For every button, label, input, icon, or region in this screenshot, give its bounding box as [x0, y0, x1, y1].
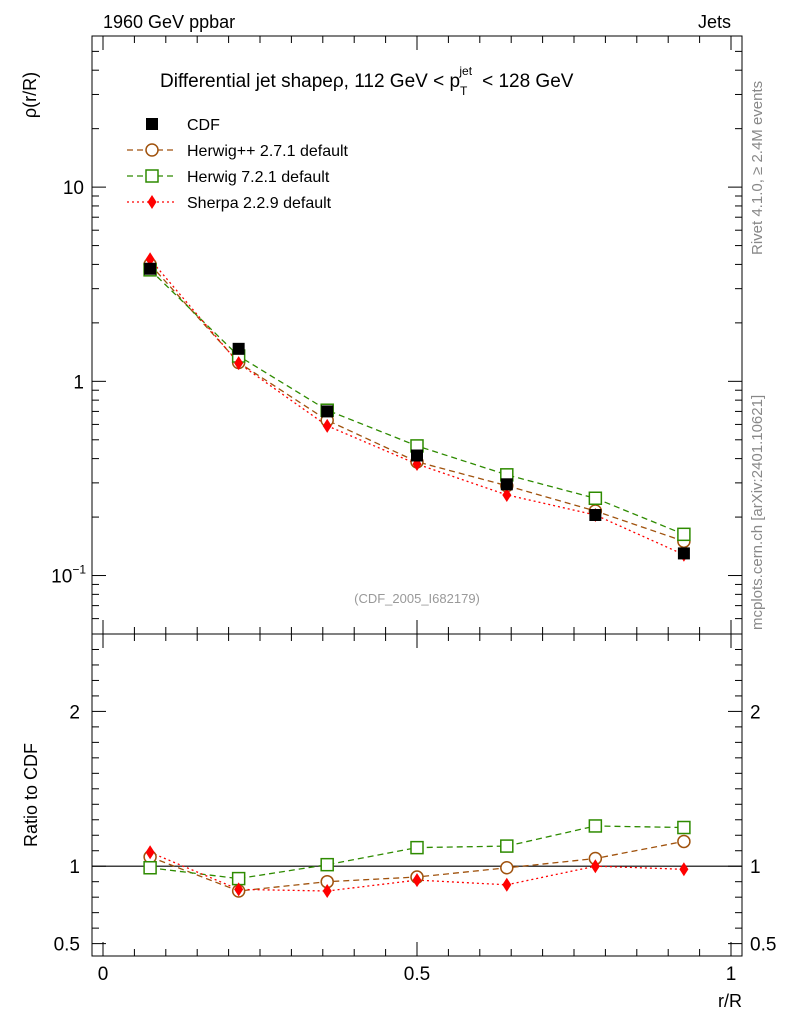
ratio-ytick-label-right: 1 — [750, 857, 761, 878]
ratio-point-1 — [677, 820, 691, 835]
main-point-0 — [500, 478, 513, 491]
ratio-point-0 — [500, 861, 514, 875]
title-end-text: < 128 GeV — [482, 71, 574, 92]
ratio-point-2 — [322, 883, 332, 898]
xtick-label: 0 — [98, 964, 109, 985]
ratio-point-2 — [502, 877, 512, 892]
legend-marker-1 — [145, 143, 159, 157]
ratio-ytick-label: 1 — [69, 857, 80, 878]
ratio-point-2 — [412, 873, 422, 888]
main-point-3 — [322, 418, 332, 433]
header-left: 1960 GeV ppbar — [103, 12, 235, 32]
main-ylabel: ρ(r/R) — [20, 72, 40, 118]
main-point-0 — [589, 508, 602, 521]
main-line-3 — [149, 258, 685, 556]
main-point-2 — [588, 491, 603, 506]
main-point-3 — [234, 356, 244, 371]
main-title: Differential jet shapeρ, 112 GeV < pTjet… — [160, 64, 574, 98]
ratio-point-1 — [500, 839, 514, 853]
legend-label-2: Herwig 7.2.1 default — [187, 169, 330, 186]
main-ytick-label: 10 — [63, 178, 84, 199]
main-ytick-label: 1 — [73, 372, 84, 393]
xtick-label: 0.5 — [404, 964, 430, 985]
ratio-point-2 — [679, 862, 689, 877]
main-point-3 — [502, 487, 512, 502]
legend-marker-3 — [147, 195, 157, 209]
main-ytick-label-base: 10 — [51, 567, 72, 588]
legend-label-1: Herwig++ 2.7.1 default — [187, 143, 349, 160]
xtick-label: 1 — [726, 964, 737, 985]
ratio-plot-frame — [91, 633, 743, 957]
ratio-ylabel: Ratio to CDF — [21, 743, 41, 847]
ratio-ytick-label: 2 — [69, 702, 80, 723]
title-subscript: T — [460, 84, 468, 98]
analysis-tag: (CDF_2005_I682179) — [354, 591, 480, 606]
main-point-0 — [677, 547, 690, 560]
main-ytick-label-exp: −1 — [72, 563, 86, 577]
main-ytick-label: 10−1 — [51, 563, 86, 588]
legend-label-3: Sherpa 2.2.9 default — [187, 195, 332, 212]
ratio-point-2 — [590, 859, 600, 874]
mcplots-label: mcplots.cern.ch [arXiv:2401.10621] — [749, 395, 766, 630]
ratio-point-1 — [410, 840, 424, 855]
rivet-label: Rivet 4.1.0, ≥ 2.4M events — [749, 81, 766, 255]
main-point-0 — [232, 342, 245, 355]
ratio-point-2 — [234, 882, 244, 897]
ratio-point-1 — [143, 861, 157, 875]
header-right: Jets — [698, 12, 731, 32]
ratio-ytick-label-right: 2 — [750, 702, 761, 723]
main-point-0 — [411, 449, 423, 462]
main-point-0 — [321, 405, 334, 418]
legend-label-0: CDF — [187, 117, 220, 134]
ratio-point-1 — [588, 819, 603, 833]
x-axis-label: r/R — [718, 991, 742, 1011]
main-point-0 — [144, 262, 157, 275]
main-line-2 — [149, 269, 685, 535]
legend-marker-0 — [146, 118, 158, 130]
main-line-1 — [149, 263, 685, 542]
ratio-point-1 — [320, 857, 334, 872]
legend-marker-2 — [145, 169, 159, 183]
ratio-ytick-label-right: 0.5 — [750, 935, 776, 956]
title-main-text: Differential jet shapeρ, 112 GeV < p — [160, 71, 460, 92]
ratio-point-0 — [677, 834, 691, 849]
ratio-point-2 — [145, 845, 155, 860]
main-point-2 — [677, 527, 691, 542]
ratio-ytick-label: 0.5 — [54, 935, 80, 956]
title-superscript: jet — [458, 64, 472, 78]
